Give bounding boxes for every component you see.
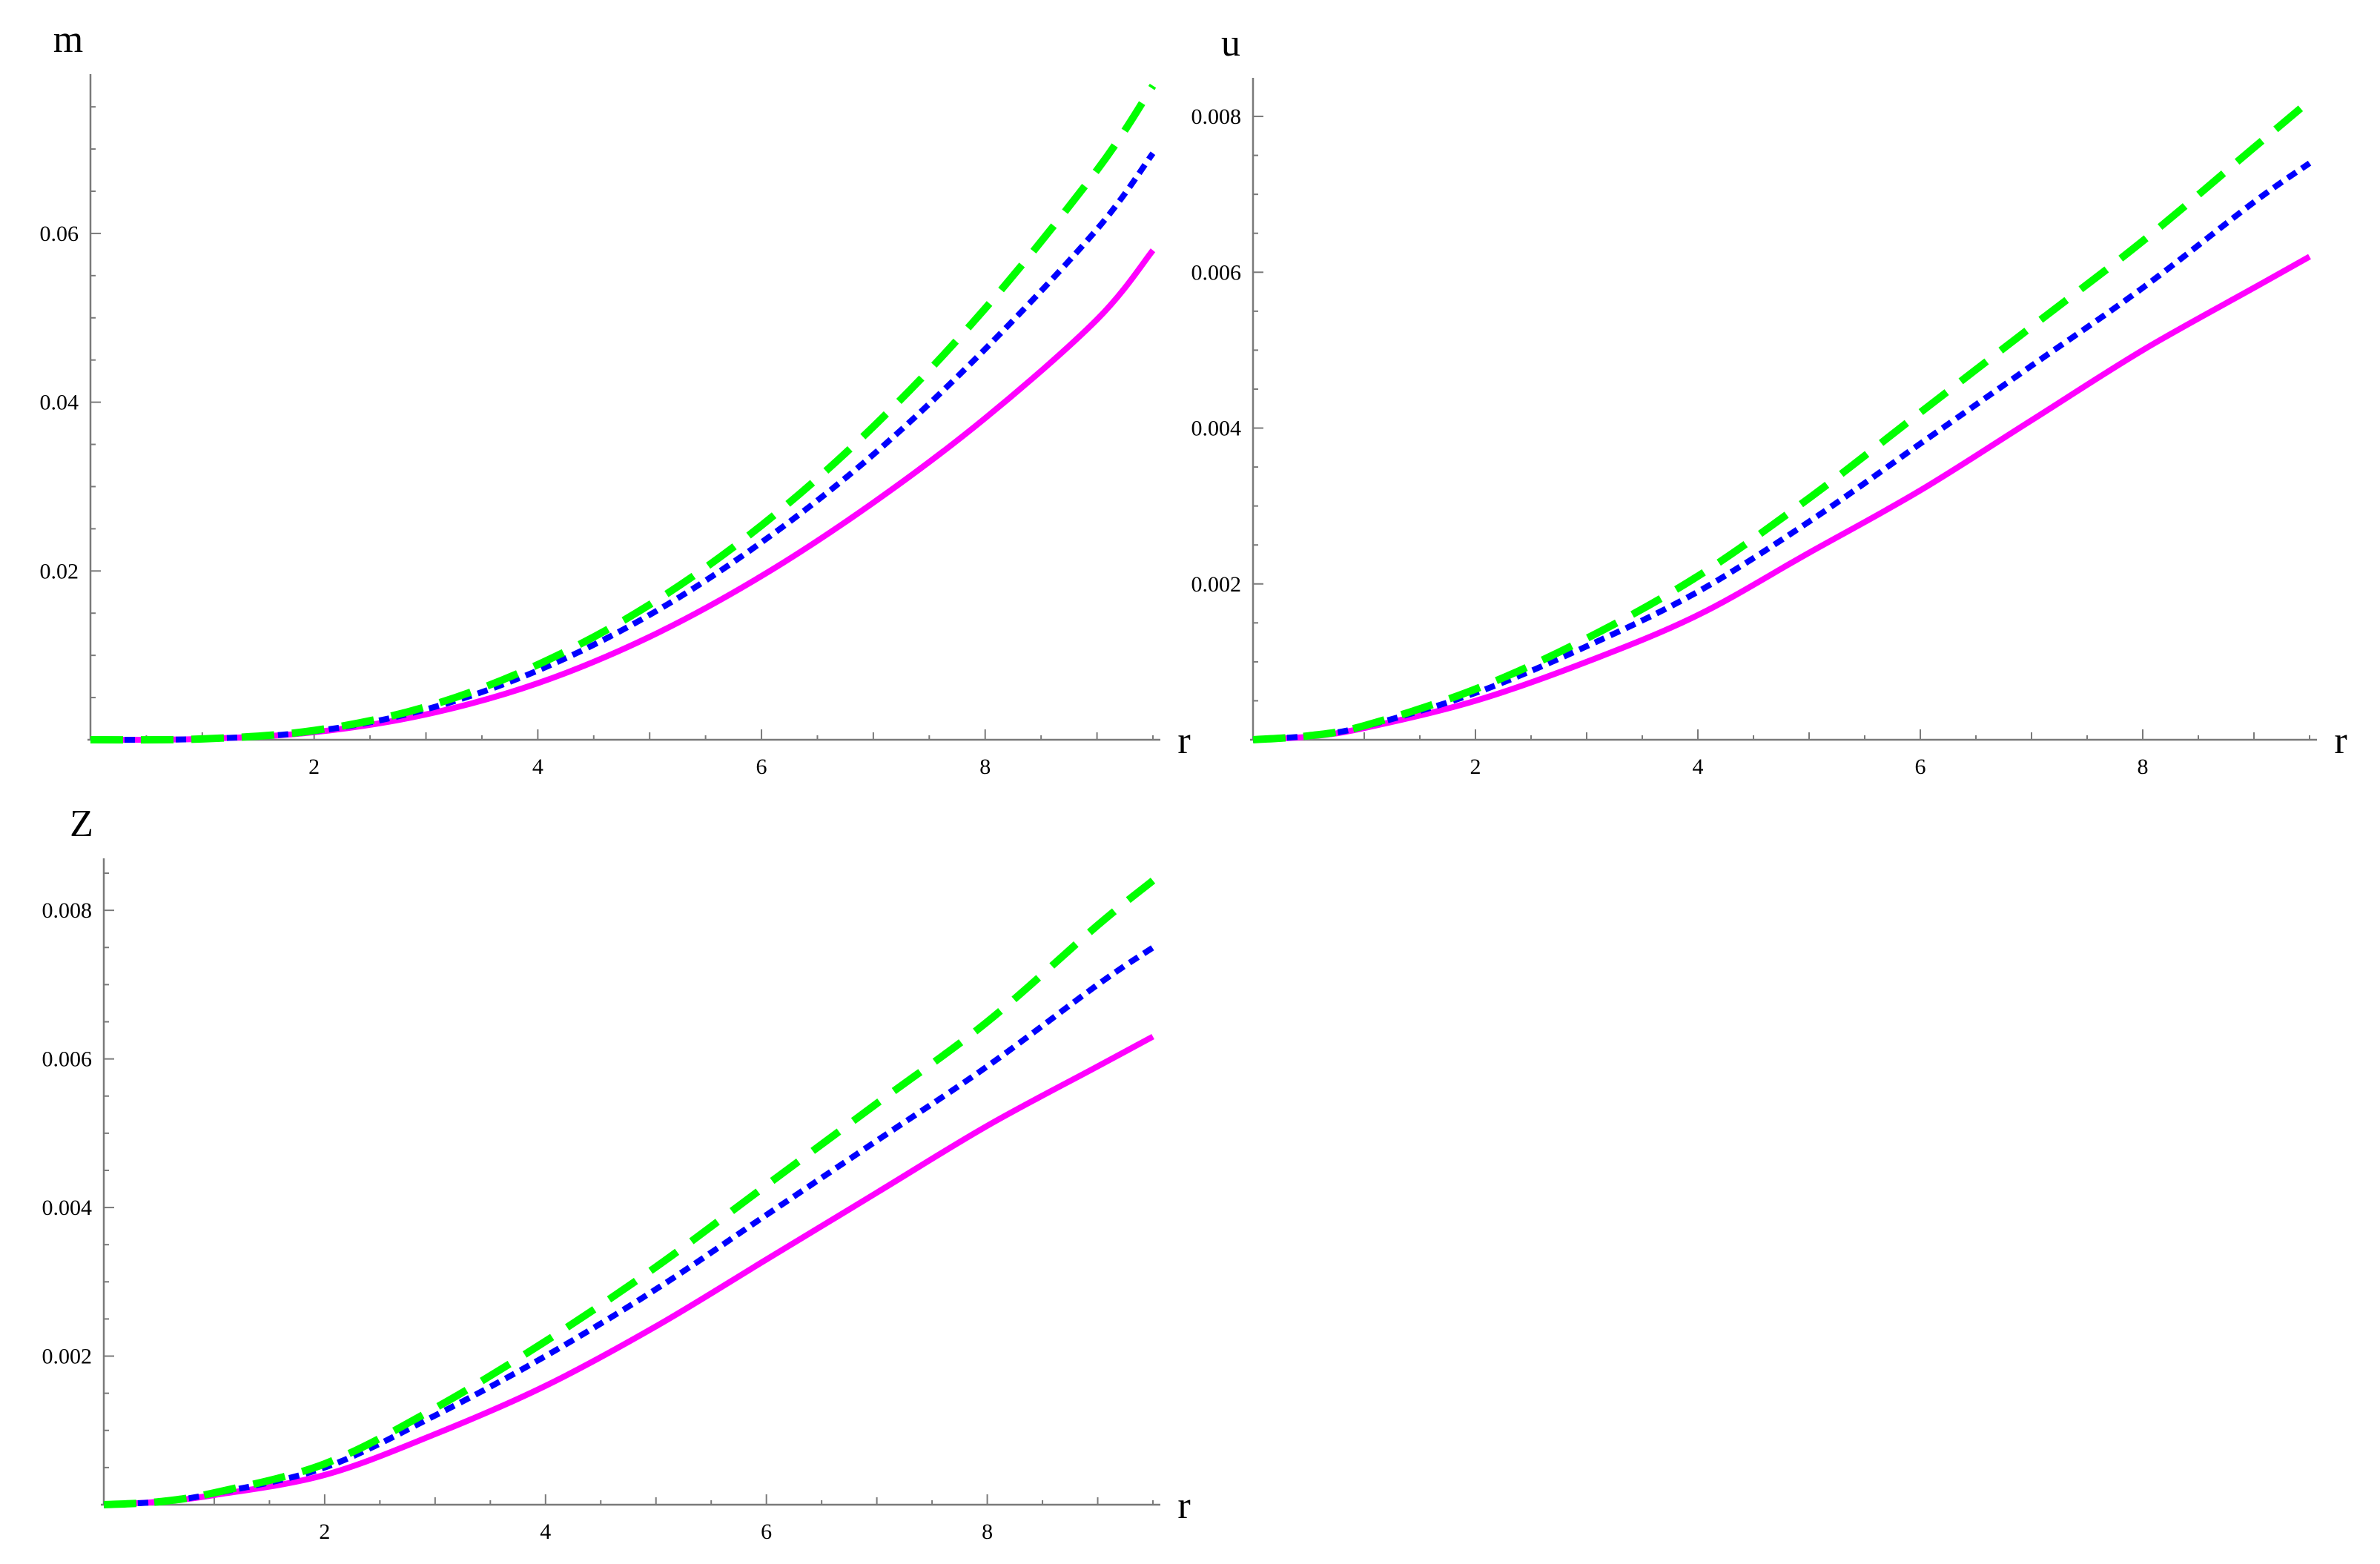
x-tick-label: 4 [532,755,543,779]
y-tick-label: 0.006 [1191,260,1242,285]
x-tick-label: 8 [2138,755,2149,779]
series-line-solid [103,1033,1154,1508]
y-tick-label: 0.006 [42,1047,93,1072]
y-tick-label: 0.004 [1191,417,1242,441]
x-axis-label: r [1177,1485,1190,1527]
x-axis-label: r [2334,720,2347,762]
y-axis-label: m [53,19,83,61]
y-tick-label: 0.04 [40,391,79,415]
x-tick-label: 8 [982,1520,993,1544]
y-axis-label: u [1221,22,1240,64]
x-tick-label: 4 [1693,755,1704,779]
x-tick-label: 2 [1470,755,1481,779]
series-line-dotted [90,151,1156,743]
y-tick-label: 0.004 [42,1196,93,1220]
series-line-dashed [90,83,1157,744]
y-tick-label: 0.06 [40,222,79,246]
series-line-solid [1252,254,2311,743]
chart-panel-m: 2 4 6 8 0.02 0.04 0.06 m r [40,19,1191,779]
series-line-dashed [1252,98,2313,743]
chart-panel-z: 2 4 6 8 0.002 0.004 0.006 0.008 Zr [42,803,1191,1544]
x-tick-label: 2 [308,755,320,779]
y-tick-label: 0.008 [1191,105,1242,129]
series-line-solid [90,248,1156,743]
y-tick-label: 0.002 [42,1345,93,1369]
x-tick-label: 6 [756,755,767,779]
y-tick-label: 0.02 [40,559,79,583]
y-axis-label: Z [70,803,93,845]
series-line-dotted [1252,160,2312,743]
x-tick-label: 4 [540,1520,551,1544]
x-axis-label: r [1177,720,1190,762]
series-line-dotted [103,944,1155,1508]
x-tick-label: 2 [319,1520,330,1544]
y-tick-label: 0.008 [42,898,93,923]
y-tick-label: 0.002 [1191,572,1242,597]
x-tick-label: 8 [979,755,991,779]
x-tick-label: 6 [1915,755,1926,779]
series-line-dashed [103,878,1156,1508]
x-tick-label: 6 [761,1520,772,1544]
chart-panel-u: 2 4 6 8 0.002 0.004 0.006 0.008 u r [1191,22,2347,779]
